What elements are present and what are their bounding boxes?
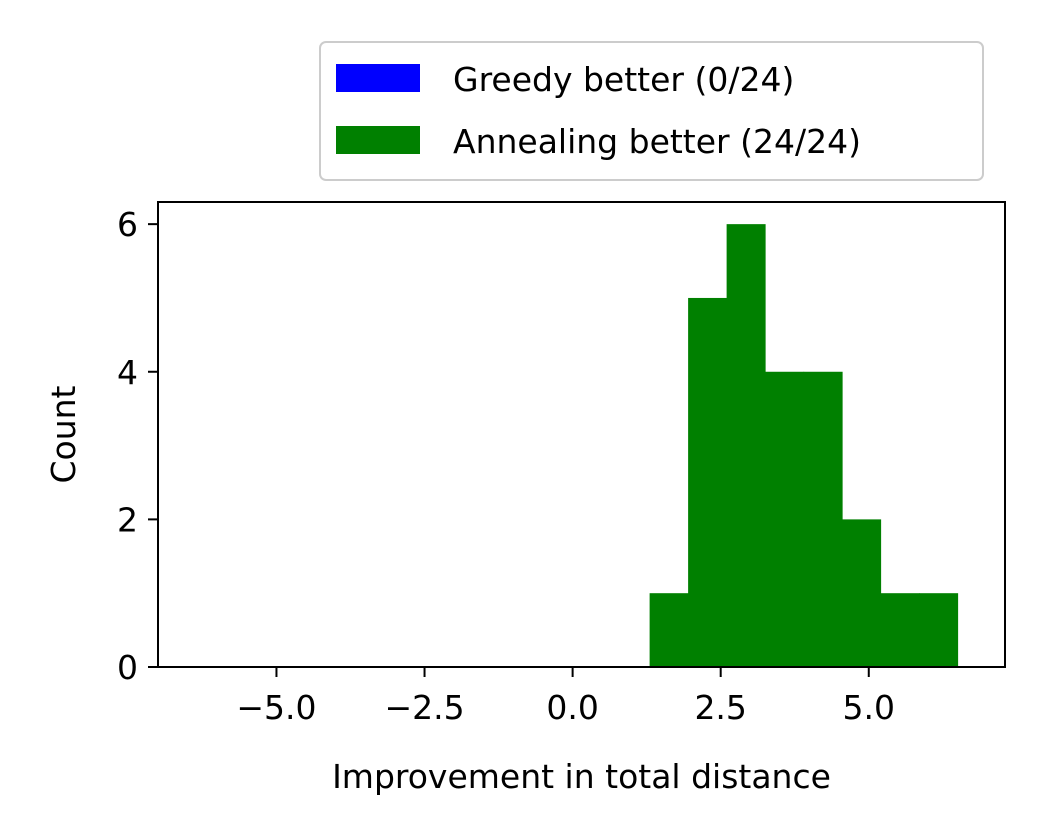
histogram-bars <box>649 224 959 667</box>
x-axis-label: Improvement in total distance <box>332 757 831 796</box>
x-tick-label: −5.0 <box>236 688 316 727</box>
y-tick-label: 2 <box>117 500 138 539</box>
y-tick-label: 6 <box>117 205 138 244</box>
legend-swatch-greedy <box>336 64 420 92</box>
legend-label-annealing: Annealing better (24/24) <box>453 122 861 161</box>
plot-frame <box>157 201 1006 668</box>
y-axis-ticks: 0 2 4 6 <box>117 205 158 687</box>
legend-box <box>319 41 984 181</box>
legend-label-greedy: Greedy better (0/24) <box>453 60 794 99</box>
y-tick-label: 0 <box>117 648 138 687</box>
x-tick-label: 5.0 <box>843 688 895 727</box>
y-axis-label: Count <box>44 385 83 483</box>
histogram-bar <box>765 371 805 667</box>
histogram-bar <box>649 593 689 667</box>
histogram-bar <box>688 297 728 667</box>
histogram-bar <box>803 371 843 667</box>
x-tick-label: 2.5 <box>694 688 746 727</box>
legend: Greedy better (0/24) Annealing better (2… <box>319 41 984 181</box>
histogram-bar <box>919 593 959 667</box>
histogram-bar <box>880 593 920 667</box>
y-tick-label: 4 <box>117 353 138 392</box>
histogram-bar <box>842 519 882 667</box>
x-tick-label: −2.5 <box>384 688 464 727</box>
legend-swatch-annealing <box>336 126 420 154</box>
histogram-bar <box>726 224 766 667</box>
x-tick-label: 0.0 <box>546 688 598 727</box>
x-axis-ticks: −5.0 −2.5 0.0 2.5 5.0 <box>236 667 895 727</box>
